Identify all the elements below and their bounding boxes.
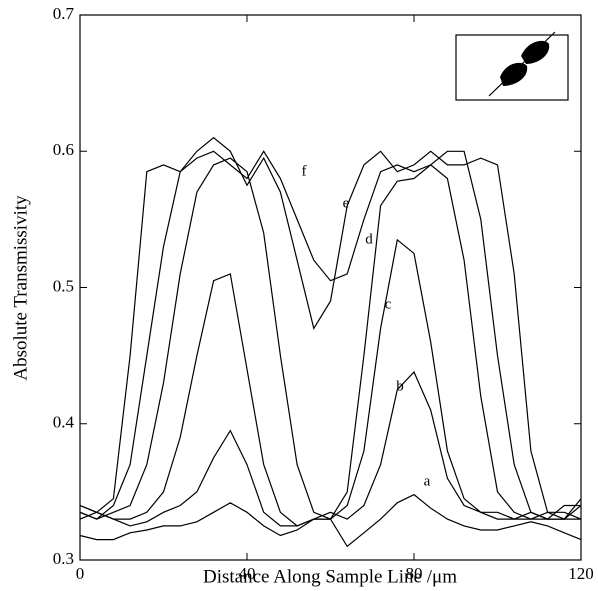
data-line — [79, 136, 582, 520]
curve-label: e — [343, 195, 350, 211]
y-axis-title: Absolute Transmissivity — [10, 195, 31, 381]
data-line — [79, 157, 581, 520]
x-tick-label: 80 — [406, 564, 423, 583]
x-axis-title: Distance Along Sample Line /μm — [203, 566, 457, 587]
data-line — [79, 238, 582, 527]
inset-icon — [455, 31, 569, 101]
data-line — [79, 150, 581, 520]
curve-label: f — [302, 163, 307, 179]
y-tick-label: 0.7 — [53, 4, 75, 23]
x-tick-label: 0 — [76, 564, 85, 583]
y-tick-label: 0.3 — [53, 549, 74, 568]
curve-label: d — [365, 231, 373, 247]
y-tick-label: 0.6 — [53, 140, 74, 159]
x-tick-label: 40 — [239, 564, 256, 583]
data-line — [79, 370, 582, 527]
x-tick-label: 120 — [568, 564, 594, 583]
curve-label: a — [424, 473, 431, 489]
curve-label: b — [396, 378, 404, 394]
curve-label: c — [385, 296, 392, 312]
y-tick-label: 0.5 — [53, 276, 74, 295]
y-tick-label: 0.4 — [53, 413, 75, 432]
